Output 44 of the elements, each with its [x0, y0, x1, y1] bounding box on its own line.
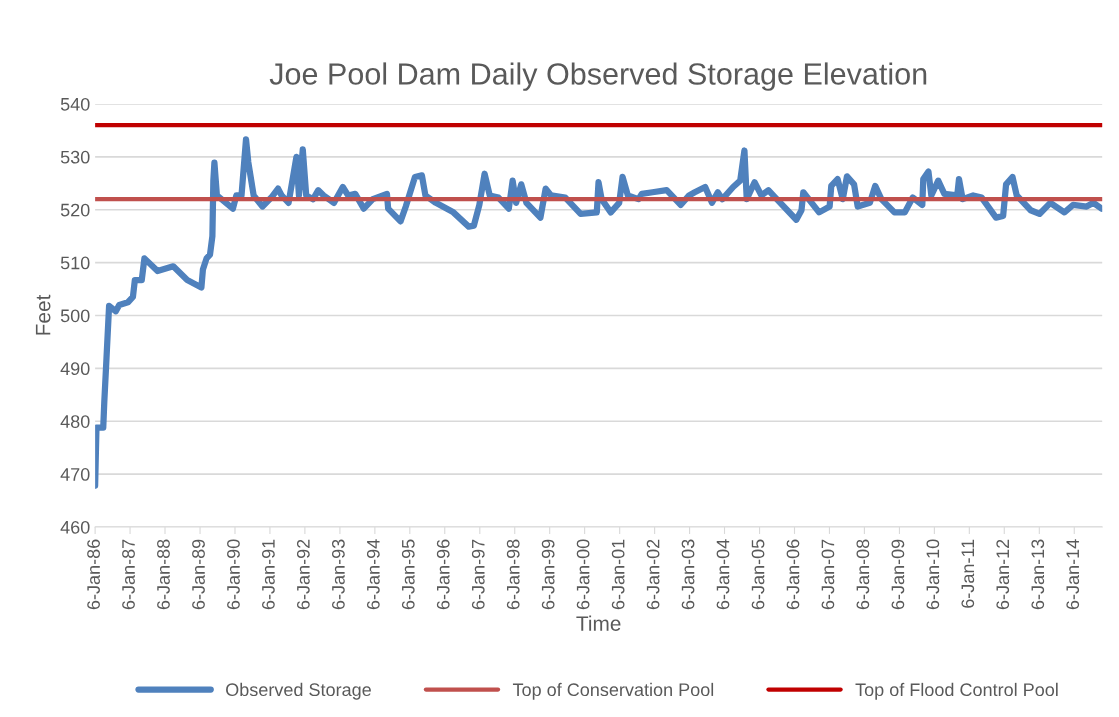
y-tick-label: 540	[60, 97, 90, 111]
y-axis-title: Feet	[35, 294, 51, 335]
x-tick-label: 6-Jan-01	[611, 539, 625, 610]
x-tick-label: 6-Jan-98	[506, 539, 520, 610]
x-tick-label: 6-Jan-87	[122, 539, 135, 610]
x-tick-label: 6-Jan-00	[576, 539, 590, 610]
x-tick-label: 6-Jan-08	[856, 539, 870, 610]
y-tick-label: 530	[60, 150, 90, 164]
x-tick-label: 6-Jan-97	[471, 539, 485, 610]
x-tick-label: 6-Jan-14	[1066, 539, 1080, 610]
x-tick-label: 6-Jan-09	[891, 539, 905, 610]
y-tick-label: 520	[60, 203, 90, 217]
x-tick-label: 6-Jan-91	[262, 539, 275, 610]
x-tick-label: 6-Jan-05	[751, 539, 765, 610]
x-tick-label: 6-Jan-90	[227, 539, 240, 610]
y-tick-label: 500	[60, 309, 90, 323]
x-tick-label: 6-Jan-06	[786, 539, 800, 610]
y-tick-label: 470	[60, 468, 90, 481]
x-tick-label: 6-Jan-93	[331, 539, 345, 610]
x-tick-label: 6-Jan-10	[926, 539, 940, 610]
x-tick-label: 6-Jan-99	[541, 539, 555, 610]
x-tick-label: 6-Jan-07	[821, 539, 835, 610]
x-axis-title: Time	[576, 615, 621, 631]
x-tick-label: 6-Jan-95	[401, 539, 415, 610]
y-tick-label: 480	[60, 415, 90, 428]
x-tick-label: 6-Jan-12	[996, 539, 1010, 610]
x-tick-label: 6-Jan-04	[716, 539, 730, 610]
x-tick-label: 6-Jan-89	[192, 539, 205, 610]
x-tick-label: 6-Jan-92	[296, 539, 310, 610]
legend-label: Observed Storage	[226, 682, 371, 700]
legend-label: Top of Conservation Pool	[512, 682, 714, 700]
x-tick-label: 6-Jan-13	[1031, 539, 1045, 610]
x-tick-label: 6-Jan-88	[157, 539, 170, 610]
legend-label: Top of Flood Control Pool	[855, 682, 1058, 700]
y-tick-label: 510	[60, 256, 90, 270]
x-tick-label: 6-Jan-86	[87, 539, 100, 610]
x-tick-label: 6-Jan-96	[436, 539, 450, 610]
chart-title: Joe Pool Dam Daily Observed Storage Elevation	[269, 62, 927, 91]
x-tick-label: 6-Jan-02	[646, 539, 660, 610]
x-tick-label: 6-Jan-94	[366, 539, 380, 610]
y-tick-label: 460	[60, 520, 90, 534]
y-tick-label: 490	[60, 362, 90, 376]
x-tick-label: 6-Jan-11	[961, 539, 975, 608]
x-tick-label: 6-Jan-03	[681, 539, 695, 610]
